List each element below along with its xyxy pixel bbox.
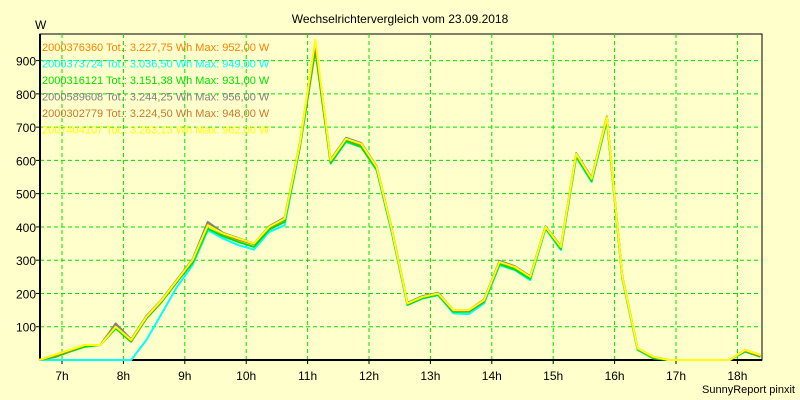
y-tick-label: 800	[16, 88, 36, 102]
x-tick-label: 9h	[178, 369, 191, 383]
legend-entry-2000316121: 2000316121 Tot.: 3.151,38 Wh Max: 931,00…	[42, 75, 270, 87]
y-axis-label: W	[35, 18, 47, 32]
y-tick-label: 500	[16, 188, 36, 202]
x-tick-label: 8h	[117, 369, 130, 383]
x-tick-label: 17h	[666, 369, 686, 383]
y-tick-label: 900	[16, 55, 36, 69]
x-tick-label: 13h	[420, 369, 440, 383]
y-tick-label: 100	[16, 321, 36, 335]
tick-labels: 100 200 300 400 500 600 700 800 900 7h 8h 9h 10h 11h 1…	[16, 55, 747, 383]
plot-area	[39, 33, 763, 361]
x-tick-label: 16h	[605, 369, 625, 383]
x-tick-label: 11h	[298, 369, 317, 383]
x-tick-label: 12h	[359, 369, 379, 383]
grid	[39, 33, 763, 361]
x-tick-label: 15h	[543, 369, 563, 383]
y-tick-label: 700	[16, 121, 36, 135]
legend: 2000376360 Tot.: 3.227,75 Wh Max: 952,00…	[42, 42, 270, 137]
x-tick-label: 10h	[236, 369, 256, 383]
legend-entry-2000376360: 2000376360 Tot.: 3.227,75 Wh Max: 952,00…	[42, 42, 270, 54]
x-tick-label: 7h	[55, 369, 68, 383]
legend-entry-2007404107: 2007404107 Tot.: 3.263,13 Wh Max: 962,00…	[42, 125, 270, 137]
footer-credit: SunnyReport pinxit	[702, 384, 795, 396]
legend-entry-2000373724: 2000373724 Tot.: 3.036,50 Wh Max: 949,00…	[42, 59, 270, 71]
y-tick-label: 300	[16, 254, 36, 268]
y-tick-label: 200	[16, 287, 36, 301]
x-tick-label: 14h	[482, 369, 502, 383]
legend-entry-2000302779: 2000302779 Tot.: 3.224,50 Wh Max: 948,00…	[42, 108, 270, 120]
y-tick-label: 600	[16, 154, 36, 168]
legend-entry-2000589608: 2000589608 Tot.: 3.244,25 Wh Max: 956,00…	[42, 92, 270, 104]
series-line-2007404107	[38, 39, 761, 361]
y-tick-label: 400	[16, 221, 36, 235]
series-lines	[38, 39, 761, 361]
chart-title: Wechselrichtervergleich vom 23.09.2018	[292, 12, 509, 26]
x-tick-label: 18h	[727, 369, 747, 383]
